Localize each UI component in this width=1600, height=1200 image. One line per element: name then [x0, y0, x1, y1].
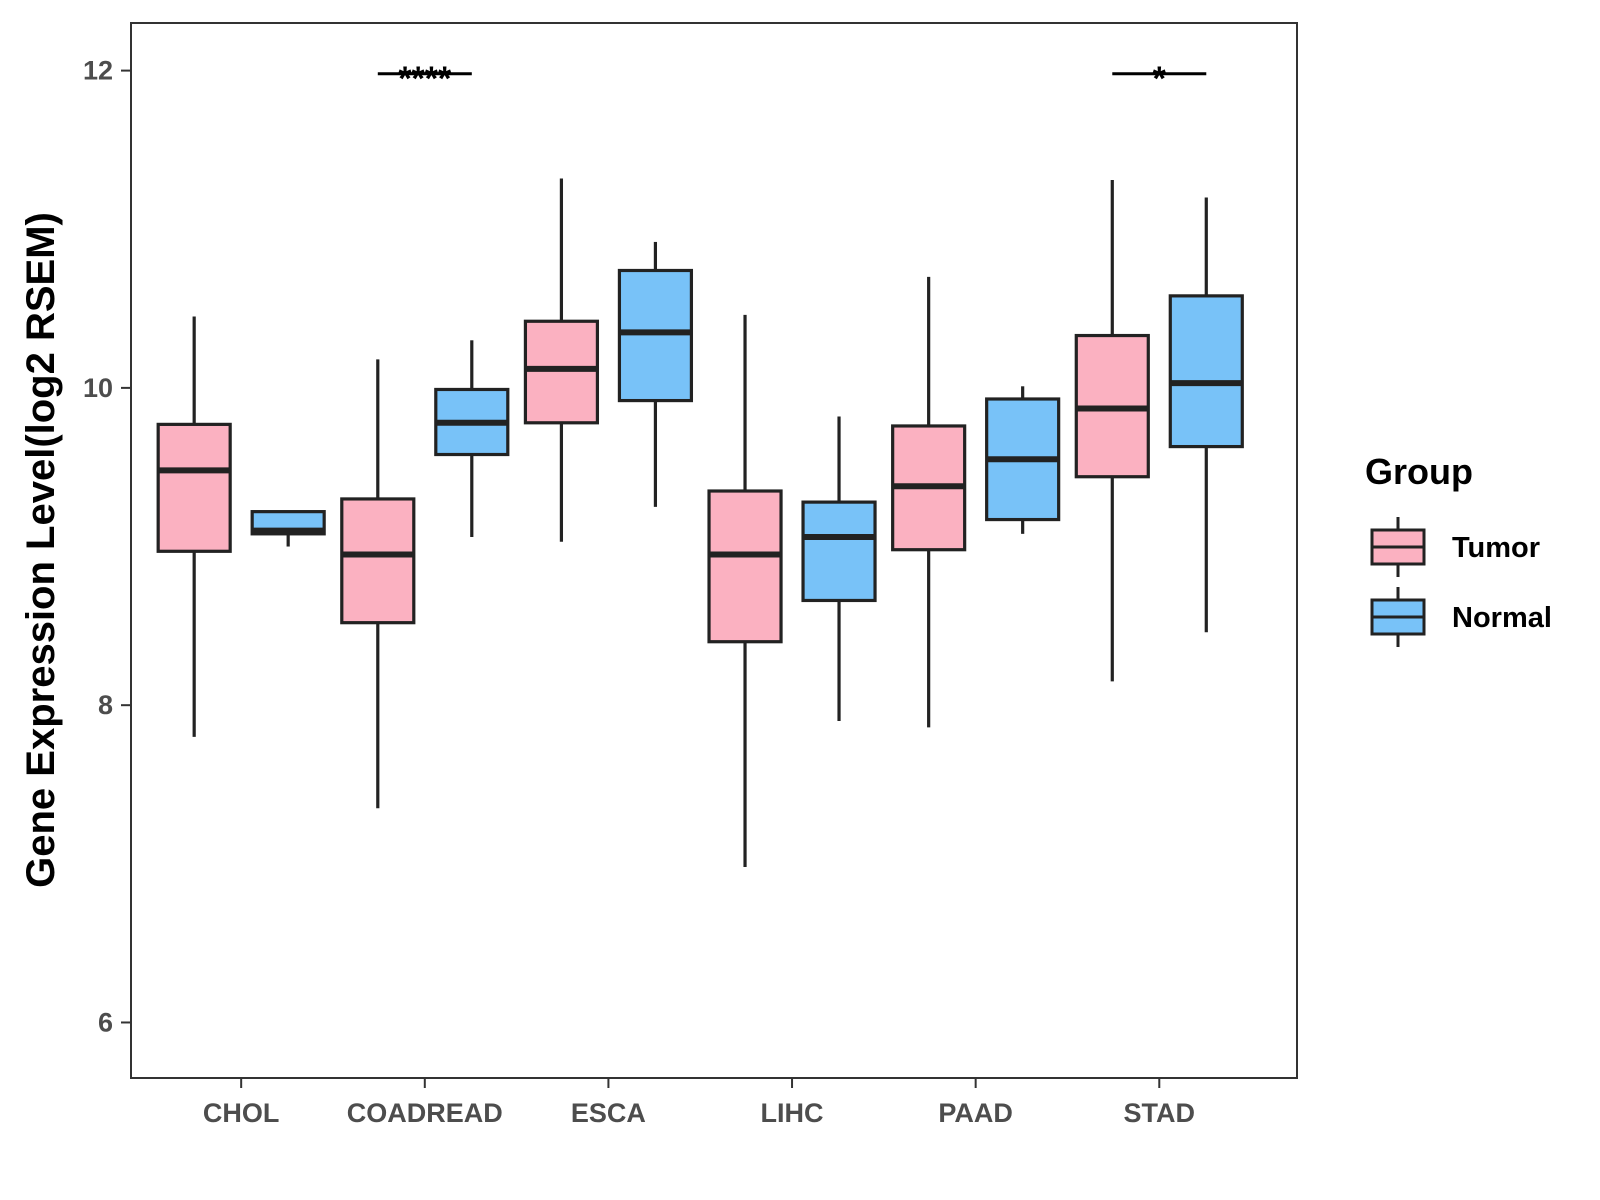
significance-label: * [1153, 60, 1167, 98]
legend-item-tumor: Tumor [1370, 517, 1540, 577]
boxes-layer [156, 178, 1244, 867]
box-normal-paad [985, 386, 1061, 534]
legend-label: Tumor [1452, 532, 1540, 564]
box-tumor-coadread [340, 359, 416, 809]
legend: Group Tumor Normal [1365, 451, 1552, 647]
significance-label: **** [398, 60, 452, 98]
box-tumor-paad [891, 276, 967, 728]
x-tick-label: CHOL [203, 1098, 280, 1128]
y-axis: 6 8 10 12 [83, 56, 131, 1037]
x-tick-label: PAAD [938, 1098, 1013, 1128]
box-normal-chol [250, 510, 326, 547]
x-axis: CHOL COADREAD ESCA LIHC PAAD STAD [203, 1078, 1195, 1128]
box-iqr [156, 422, 232, 553]
box-iqr [1168, 294, 1244, 449]
box-tumor-chol [156, 316, 232, 737]
box-normal-lihc [801, 416, 877, 722]
x-tick-label: STAD [1124, 1098, 1196, 1128]
box-iqr [707, 489, 783, 644]
box-tumor-esca [523, 178, 600, 542]
x-tick-label: ESCA [571, 1098, 646, 1128]
box-normal-stad [1168, 197, 1244, 633]
box-iqr [340, 497, 416, 625]
y-tick-label: 6 [98, 1007, 113, 1037]
box-iqr [617, 268, 694, 403]
x-tick-label: LIHC [761, 1098, 824, 1128]
y-axis-title: Gene Expression Level(log2 RSEM) [19, 212, 63, 888]
significance-annotations: **** * [377, 60, 1207, 98]
x-tick-label: COADREAD [347, 1098, 503, 1128]
legend-title: Group [1365, 451, 1473, 492]
box-tumor-lihc [707, 314, 783, 867]
y-tick-label: 12 [83, 56, 113, 86]
box-normal-coadread [434, 340, 510, 538]
legend-label: Normal [1452, 602, 1552, 634]
y-tick-label: 10 [83, 373, 113, 403]
y-tick-label: 8 [98, 690, 113, 720]
box-tumor-stad [1074, 180, 1150, 682]
box-normal-esca [617, 241, 694, 507]
box-iqr [523, 319, 600, 425]
legend-item-normal: Normal [1370, 587, 1552, 647]
box-iqr [801, 500, 877, 603]
